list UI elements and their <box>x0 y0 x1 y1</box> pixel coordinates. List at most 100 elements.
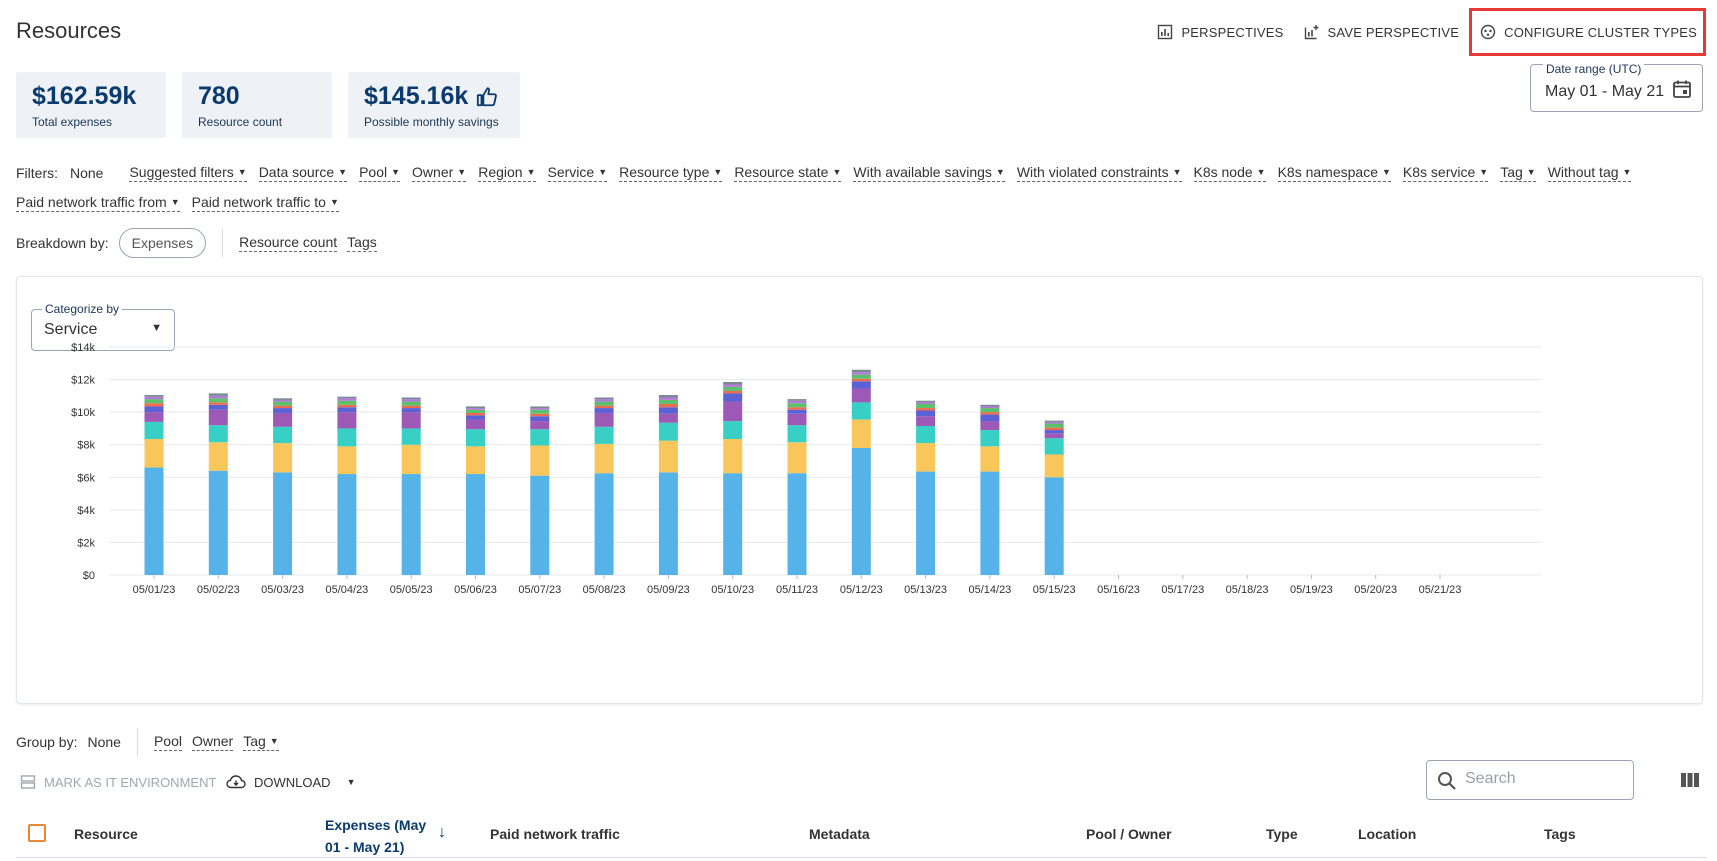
bar-segment <box>337 396 357 399</box>
column-resource[interactable]: Resource <box>74 826 138 842</box>
column-metadata[interactable]: Metadata <box>809 826 870 842</box>
perspectives-button[interactable]: PERSPECTIVES <box>1147 10 1293 54</box>
mark-as-it-environment-button[interactable]: MARK AS IT ENVIRONMENT <box>20 774 216 790</box>
save-perspective-button[interactable]: SAVE PERSPECTIVE <box>1294 10 1470 54</box>
breakdown-expenses-button[interactable]: Expenses <box>118 228 207 258</box>
filter-resource-state[interactable]: Resource state ▼ <box>734 164 842 182</box>
breakdown-tags[interactable]: Tags <box>347 234 377 252</box>
filter-with-available-savings[interactable]: With available savings ▼ <box>853 164 1005 182</box>
x-tick-label: 05/16/23 <box>1097 584 1140 596</box>
filter-k8s-namespace[interactable]: K8s namespace ▼ <box>1277 164 1391 182</box>
bar-segment <box>337 400 357 405</box>
filter-without-tag[interactable]: Without tag ▼ <box>1547 164 1632 182</box>
filter-suggested-filters[interactable]: Suggested filters ▼ <box>129 164 247 182</box>
filter-owner[interactable]: Owner ▼ <box>412 164 467 182</box>
summary-cards: $162.59k Total expenses 780 Resource cou… <box>16 72 520 138</box>
bar-segment <box>916 408 936 411</box>
bar-segment <box>787 399 807 401</box>
bar-segment <box>916 410 936 417</box>
bar-segment <box>916 443 936 472</box>
filter-region[interactable]: Region ▼ <box>478 164 536 182</box>
bar-segment <box>594 405 614 409</box>
thumbs-up-icon <box>477 86 498 106</box>
filter-paid-network-traffic-to[interactable]: Paid network traffic to ▼ <box>191 194 339 212</box>
bar-segment <box>658 422 678 441</box>
column-location[interactable]: Location <box>1358 826 1417 842</box>
configure-cluster-types-label: CONFIGURE CLUSTER TYPES <box>1504 24 1697 40</box>
date-range-picker[interactable]: Date range (UTC) May 01 - May 21 <box>1530 62 1703 112</box>
bar-segment <box>787 403 807 408</box>
filter-resource-type[interactable]: Resource type ▼ <box>619 164 723 182</box>
group-by-pool-label: Pool <box>153 733 182 749</box>
bar-segment <box>530 475 550 575</box>
column-type[interactable]: Type <box>1266 826 1298 842</box>
x-tick-label: 05/09/23 <box>647 584 690 596</box>
filter-data-source[interactable]: Data source ▼ <box>258 164 348 182</box>
bar-segment <box>337 428 357 447</box>
select-all-checkbox[interactable] <box>28 824 46 842</box>
filter-with-violated-constraints[interactable]: With violated constraints ▼ <box>1016 164 1182 182</box>
filter-k8s-service[interactable]: K8s service ▼ <box>1402 164 1489 182</box>
caret-down-icon[interactable]: ▼ <box>346 777 356 787</box>
y-tick-label: $0 <box>83 570 95 582</box>
search-input[interactable] <box>1465 770 1625 788</box>
resource-count-label: Resource count <box>198 115 283 129</box>
column-pool-owner[interactable]: Pool / Owner <box>1086 826 1172 842</box>
search-field[interactable] <box>1426 760 1634 800</box>
filter-pool[interactable]: Pool ▼ <box>359 164 401 182</box>
bar-segment <box>208 404 228 410</box>
column-expenses[interactable]: Expenses (May 01 - May 21) <box>325 817 427 855</box>
bar-segment <box>144 439 164 468</box>
breakdown-resource-count[interactable]: Resource count <box>239 234 338 252</box>
y-tick-label: $14k <box>71 342 95 354</box>
bar-segment <box>1044 477 1064 575</box>
x-tick-label: 05/14/23 <box>968 584 1011 596</box>
bar-segment <box>273 426 293 444</box>
x-tick-label: 05/11/23 <box>776 584 818 596</box>
caret-down-icon: ▼ <box>832 167 842 177</box>
caret-down-icon: ▼ <box>329 197 339 207</box>
group-by-tag[interactable]: Tag ▼ <box>243 733 279 751</box>
filters-row-2: Paid network traffic from ▼ Paid network t… <box>16 188 1706 218</box>
bar-segment <box>723 401 743 422</box>
filter-k8s-node[interactable]: K8s node ▼ <box>1193 164 1266 182</box>
cloud-download-icon <box>226 775 246 789</box>
filter-tag[interactable]: Tag ▼ <box>1500 164 1536 182</box>
bar-segment <box>1044 421 1064 424</box>
bar-segment <box>980 414 1000 422</box>
sort-descending-icon[interactable]: ↓ <box>438 824 446 841</box>
bar-segment <box>723 393 743 402</box>
bar-segment <box>594 412 614 427</box>
x-tick-label: 05/19/23 <box>1290 584 1333 596</box>
total-expenses-label: Total expenses <box>32 115 113 129</box>
x-tick-label: 05/13/23 <box>904 584 947 596</box>
group-by-owner[interactable]: Owner <box>191 733 234 751</box>
bar-segment <box>594 399 614 402</box>
possible-savings-card[interactable]: $145.16k Possible monthly savings <box>348 72 520 138</box>
total-expenses-value: $162.59k <box>32 82 137 110</box>
download-button[interactable]: DOWNLOAD ▼ <box>226 774 355 790</box>
bar-segment <box>594 473 614 575</box>
column-tags[interactable]: Tags <box>1544 826 1576 842</box>
filter-service[interactable]: Service ▼ <box>547 164 608 182</box>
bar-segment <box>401 408 421 413</box>
caret-down-icon: ▼ <box>1526 167 1536 177</box>
calendar-icon[interactable] <box>1672 79 1692 99</box>
filters-row-1: Filters: None Suggested filters ▼ Data sou… <box>16 158 1706 188</box>
x-tick-label: 05/05/23 <box>390 584 433 596</box>
bar-segment <box>723 390 743 394</box>
caret-down-icon: ▼ <box>457 167 467 177</box>
bar-segment <box>1044 420 1064 422</box>
columns-icon[interactable] <box>1680 770 1700 790</box>
mark-as-it-environment-label: MARK AS IT ENVIRONMENT <box>44 774 217 790</box>
bar-segment <box>401 401 421 406</box>
filter-paid-network-traffic-from[interactable]: Paid network traffic from ▼ <box>16 194 180 212</box>
configure-cluster-types-button[interactable]: CONFIGURE CLUSTER TYPES <box>1469 8 1706 56</box>
bar-segment <box>787 473 807 575</box>
bar-segment <box>723 384 743 387</box>
bar-segment <box>273 412 293 427</box>
categorize-by-select[interactable]: Categorize by Service ▼ <box>31 302 175 351</box>
filter-service-label: Service <box>547 164 595 180</box>
group-by-pool[interactable]: Pool <box>153 733 182 751</box>
column-paid-network-traffic[interactable]: Paid network traffic <box>490 826 620 842</box>
